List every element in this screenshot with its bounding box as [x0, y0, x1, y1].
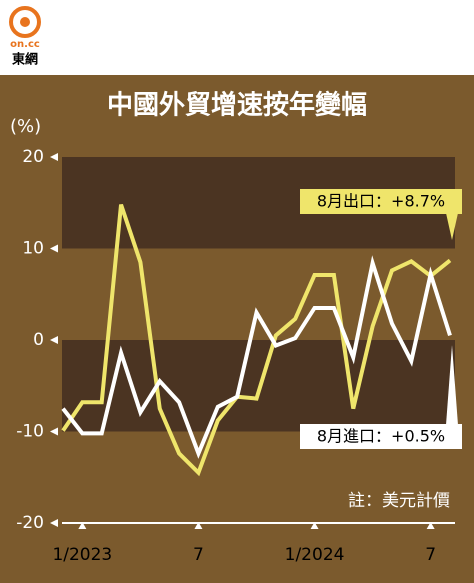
pointer: [446, 213, 458, 240]
y-axis-label: (%): [10, 116, 41, 137]
x-tick-label: 1/2024: [285, 545, 345, 565]
x-tick: [194, 522, 203, 529]
logo-text: on.cc: [10, 39, 40, 50]
tick-mark: [50, 336, 58, 344]
header-bg: [0, 0, 474, 75]
tick-mark: [50, 244, 58, 253]
y-tick-label: 0: [33, 330, 44, 350]
y-tick-label: -10: [16, 422, 44, 442]
annotation-box: [300, 189, 462, 214]
logo-ring: [9, 6, 41, 38]
x-tick: [426, 522, 435, 529]
brand: 東網: [12, 52, 38, 68]
x-tick-label: 7: [425, 545, 436, 565]
tick-mark: [50, 519, 58, 527]
line: [61, 255, 452, 459]
pointer: [446, 345, 458, 425]
note: 註：美元計價: [348, 491, 450, 511]
x-tick: [310, 522, 319, 529]
chart-title: 中國外貿增速按年變幅: [107, 90, 367, 121]
y-tick-label: -20: [16, 513, 44, 533]
annotation: 8月出口：+8.7%: [317, 192, 445, 211]
tick-mark: [50, 427, 58, 436]
logo-dot: [20, 17, 30, 27]
annotation-box: [300, 424, 462, 449]
x-tick-label: 7: [193, 545, 204, 565]
line: [61, 203, 452, 477]
annotation: 8月進口：+0.5%: [317, 427, 445, 446]
y-tick-label: 20: [22, 147, 44, 167]
x-tick-label: 1/2023: [52, 545, 112, 565]
tick-mark: [50, 153, 58, 161]
y-tick-label: 10: [22, 239, 44, 259]
x-tick: [78, 522, 87, 529]
